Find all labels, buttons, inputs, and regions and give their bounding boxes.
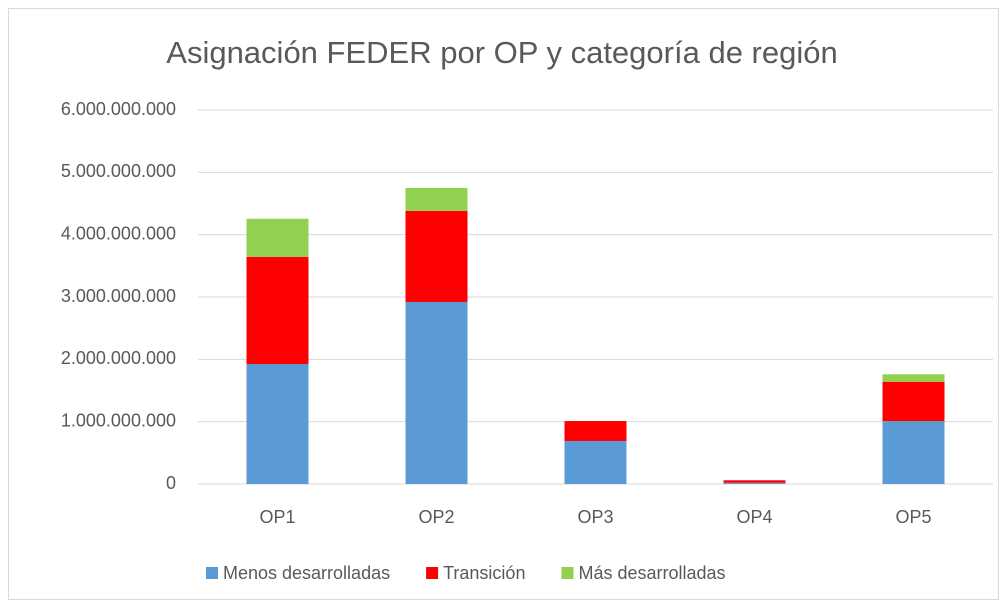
bar-segment bbox=[405, 301, 468, 484]
legend-label: Menos desarrolladas bbox=[223, 563, 390, 583]
bar-segment bbox=[564, 440, 627, 484]
bar-segment bbox=[405, 187, 468, 211]
bar-segment bbox=[723, 482, 786, 484]
legend-swatch bbox=[561, 567, 574, 579]
bar-segment bbox=[882, 421, 945, 484]
bar-segment bbox=[882, 374, 945, 382]
y-tick-label: 1.000.000.000 bbox=[61, 410, 176, 430]
x-tick-label: OP2 bbox=[418, 507, 454, 527]
y-tick-label: 2.000.000.000 bbox=[61, 348, 176, 368]
y-tick-label: 5.000.000.000 bbox=[61, 161, 176, 181]
bar-segment bbox=[564, 421, 627, 441]
legend-label: Más desarrolladas bbox=[578, 563, 725, 583]
x-tick-label: OP1 bbox=[259, 507, 295, 527]
bar-segment bbox=[246, 364, 309, 484]
legend-label: Transición bbox=[443, 563, 525, 583]
chart-frame bbox=[8, 8, 999, 600]
legend-swatch bbox=[426, 567, 439, 579]
bar-segment bbox=[246, 256, 309, 365]
bar-segment bbox=[882, 381, 945, 422]
bar-segment bbox=[405, 210, 468, 302]
y-tick-label: 0 bbox=[166, 473, 176, 493]
bar-segment bbox=[723, 480, 786, 483]
bar-segment bbox=[246, 218, 309, 257]
legend-swatch bbox=[206, 567, 218, 579]
x-tick-label: OP5 bbox=[895, 507, 931, 527]
x-tick-label: OP3 bbox=[577, 507, 613, 527]
chart-title: Asignación FEDER por OP y categoría de r… bbox=[166, 35, 837, 70]
y-tick-label: 3.000.000.000 bbox=[61, 286, 176, 306]
x-tick-label: OP4 bbox=[736, 507, 772, 527]
y-tick-label: 4.000.000.000 bbox=[61, 223, 176, 243]
y-tick-label: 6.000.000.000 bbox=[61, 99, 176, 119]
